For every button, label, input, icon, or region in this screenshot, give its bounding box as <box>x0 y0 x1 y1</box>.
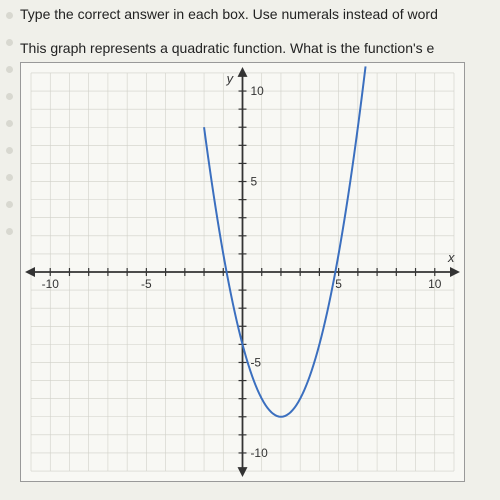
svg-text:10: 10 <box>428 277 442 291</box>
svg-text:5: 5 <box>250 175 257 189</box>
bullet-dot <box>6 147 13 154</box>
svg-text:5: 5 <box>335 277 342 291</box>
chart-svg: -10-5510-10-5510xy <box>21 63 464 481</box>
bullet-dot <box>6 66 13 73</box>
bullet-dot <box>6 120 13 127</box>
bullet-column <box>6 12 13 235</box>
question-container: Type the correct answer in each box. Use… <box>0 0 500 500</box>
bullet-dot <box>6 12 13 19</box>
bullet-dot <box>6 174 13 181</box>
quadratic-chart: -10-5510-10-5510xy <box>20 62 465 482</box>
instruction-line-1: Type the correct answer in each box. Use… <box>20 6 438 22</box>
svg-text:-10: -10 <box>250 446 268 460</box>
bullet-dot <box>6 201 13 208</box>
svg-text:-10: -10 <box>42 277 60 291</box>
bullet-dot <box>6 228 13 235</box>
instruction-line-2: This graph represents a quadratic functi… <box>20 40 434 56</box>
svg-text:-5: -5 <box>141 277 152 291</box>
bullet-dot <box>6 39 13 46</box>
svg-text:x: x <box>447 250 455 265</box>
svg-text:-5: -5 <box>250 355 261 369</box>
bullet-dot <box>6 93 13 100</box>
svg-text:10: 10 <box>250 84 264 98</box>
